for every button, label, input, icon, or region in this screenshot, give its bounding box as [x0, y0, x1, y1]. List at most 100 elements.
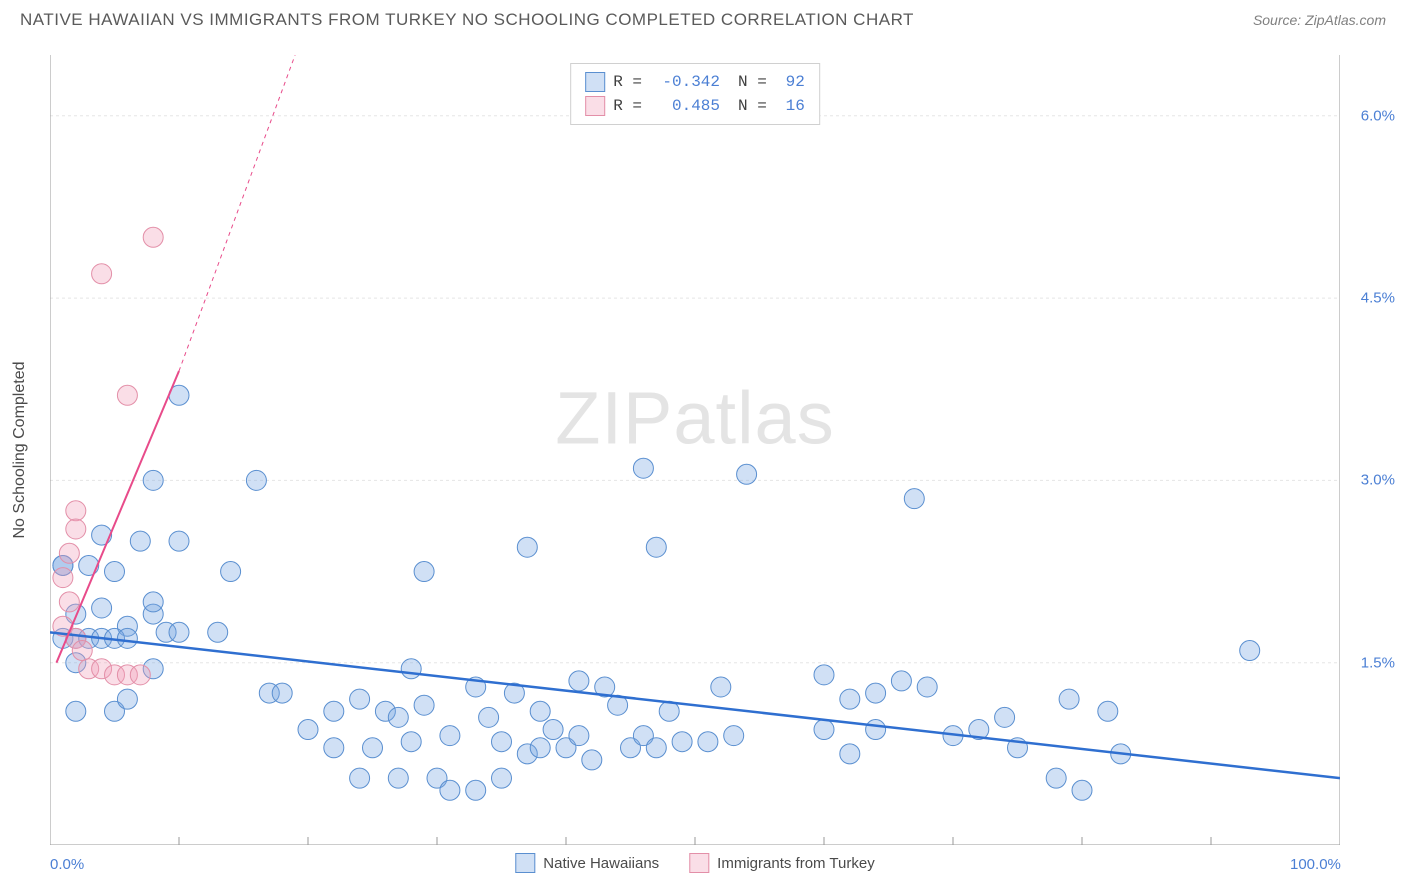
data-point [66, 701, 86, 721]
data-point [59, 592, 79, 612]
data-point [672, 732, 692, 752]
data-point [117, 628, 137, 648]
data-point [79, 555, 99, 575]
data-point [917, 677, 937, 697]
data-point [388, 768, 408, 788]
data-point [414, 695, 434, 715]
data-point [350, 689, 370, 709]
y-tick-label: 3.0% [1361, 472, 1395, 489]
legend-label: Native Hawaiians [543, 855, 659, 872]
data-point [840, 689, 860, 709]
correlation-legend: R = -0.342 N = 92 R = 0.485 N = 16 [570, 63, 820, 125]
data-point [1059, 689, 1079, 709]
data-point [53, 568, 73, 588]
y-axis-label: No Schooling Completed [11, 362, 29, 539]
data-point [440, 726, 460, 746]
data-point [711, 677, 731, 697]
data-point [479, 707, 499, 727]
series-legend: Native Hawaiians Immigrants from Turkey [515, 853, 874, 873]
data-point [530, 738, 550, 758]
data-point [866, 683, 886, 703]
legend-swatch [689, 853, 709, 873]
trend-line [50, 632, 1340, 778]
data-point [698, 732, 718, 752]
data-point [517, 537, 537, 557]
data-point [130, 665, 150, 685]
data-point [324, 701, 344, 721]
data-point [866, 720, 886, 740]
data-point [143, 592, 163, 612]
chart-header: NATIVE HAWAIIAN VS IMMIGRANTS FROM TURKE… [0, 0, 1406, 36]
data-point [492, 732, 512, 752]
y-tick-label: 1.5% [1361, 654, 1395, 671]
x-tick-label: 0.0% [50, 856, 84, 873]
chart-area: No Schooling Completed ZIPatlas R = -0.3… [50, 55, 1340, 845]
data-point [92, 264, 112, 284]
data-point [569, 671, 589, 691]
data-point [582, 750, 602, 770]
data-point [904, 489, 924, 509]
data-point [117, 385, 137, 405]
data-point [272, 683, 292, 703]
data-point [169, 531, 189, 551]
data-point [737, 464, 757, 484]
data-point [492, 768, 512, 788]
legend-swatch [585, 72, 605, 92]
chart-title: NATIVE HAWAIIAN VS IMMIGRANTS FROM TURKE… [20, 10, 914, 30]
data-point [891, 671, 911, 691]
data-point [59, 543, 79, 563]
data-point [143, 470, 163, 490]
source-attribution: Source: ZipAtlas.com [1253, 12, 1386, 28]
data-point [105, 562, 125, 582]
legend-swatch [515, 853, 535, 873]
data-point [66, 519, 86, 539]
data-point [569, 726, 589, 746]
data-point [66, 501, 86, 521]
data-point [324, 738, 344, 758]
data-point [466, 780, 486, 800]
data-point [92, 525, 112, 545]
data-point [130, 531, 150, 551]
data-point [633, 458, 653, 478]
data-point [1098, 701, 1118, 721]
scatter-plot [50, 55, 1340, 845]
data-point [530, 701, 550, 721]
correlation-row: R = -0.342 N = 92 [585, 70, 805, 94]
data-point [995, 707, 1015, 727]
legend-swatch [585, 96, 605, 116]
data-point [169, 622, 189, 642]
data-point [840, 744, 860, 764]
data-point [543, 720, 563, 740]
data-point [363, 738, 383, 758]
y-tick-label: 4.5% [1361, 290, 1395, 307]
data-point [298, 720, 318, 740]
data-point [221, 562, 241, 582]
data-point [388, 707, 408, 727]
data-point [646, 537, 666, 557]
data-point [401, 659, 421, 679]
data-point [440, 780, 460, 800]
data-point [117, 689, 137, 709]
legend-label: Immigrants from Turkey [717, 855, 875, 872]
legend-item: Immigrants from Turkey [689, 853, 875, 873]
data-point [1072, 780, 1092, 800]
legend-item: Native Hawaiians [515, 853, 659, 873]
data-point [814, 665, 834, 685]
data-point [350, 768, 370, 788]
data-point [72, 641, 92, 661]
trend-line-extrapolated [179, 55, 295, 371]
data-point [143, 227, 163, 247]
x-tick-label: 100.0% [1290, 856, 1341, 873]
data-point [814, 720, 834, 740]
correlation-row: R = 0.485 N = 16 [585, 94, 805, 118]
data-point [246, 470, 266, 490]
data-point [401, 732, 421, 752]
data-point [1240, 641, 1260, 661]
data-point [92, 598, 112, 618]
data-point [1046, 768, 1066, 788]
data-point [208, 622, 228, 642]
data-point [724, 726, 744, 746]
y-tick-label: 6.0% [1361, 107, 1395, 124]
data-point [414, 562, 434, 582]
data-point [646, 738, 666, 758]
